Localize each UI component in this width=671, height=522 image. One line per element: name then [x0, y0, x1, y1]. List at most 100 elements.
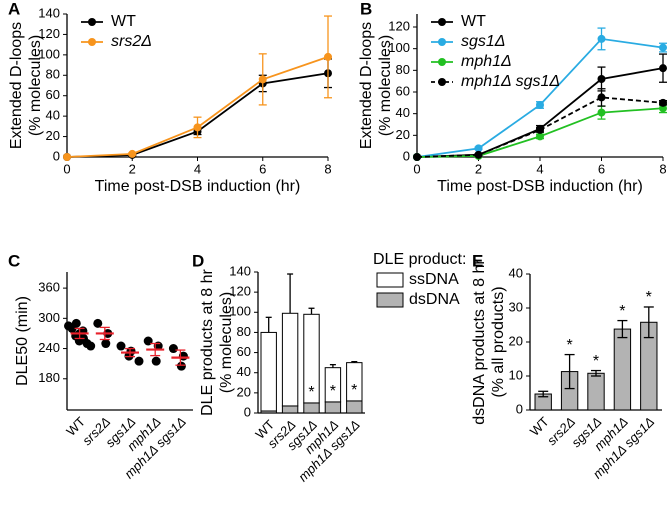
significance-star: * [593, 353, 599, 370]
y-tick-label: 0 [53, 148, 60, 163]
x-tick-label: 8 [324, 161, 331, 176]
y-tick-label: 100 [388, 40, 410, 55]
data-point [63, 153, 71, 161]
series-line [66, 72, 329, 158]
y-tick-label: 20 [237, 384, 251, 399]
legend-label: ssDNA [409, 271, 459, 288]
legend-label: srs2Δ [111, 33, 152, 50]
y-tick-label: 20 [396, 127, 410, 142]
panel-label: B [360, 0, 372, 18]
panel-label: C [8, 251, 20, 270]
panel-label: E [472, 251, 483, 270]
y-tick-label: 80 [46, 67, 60, 82]
data-point [536, 132, 544, 141]
significance-star: * [566, 337, 572, 354]
y-tick-label: 300 [38, 310, 60, 325]
x-tick-label: 0 [63, 161, 70, 176]
y-tick-label: 120 [229, 284, 251, 299]
y-tick-label: 360 [38, 280, 60, 295]
x-tick-label: 4 [194, 161, 201, 176]
y-tick-label: 120 [388, 18, 410, 33]
x-tick-label: 2 [475, 161, 482, 176]
data-point [168, 344, 178, 354]
legend-marker [438, 78, 446, 86]
data-point [474, 144, 483, 153]
significance-star: * [308, 384, 314, 401]
x-tick-label: 8 [659, 161, 666, 176]
x-tick-label: 6 [259, 161, 266, 176]
x-tick-label: 6 [598, 161, 605, 176]
y-tick-label: 0 [403, 148, 410, 163]
y-axis-label: DLE products at 8 hr [199, 268, 216, 415]
legend-label: WT [461, 13, 486, 30]
significance-star: * [646, 289, 652, 306]
legend-label: mph1Δ sgs1Δ [461, 73, 560, 90]
series-line [66, 56, 329, 158]
bar [613, 328, 632, 411]
y-tick-label: 10 [509, 367, 523, 382]
y-axis-label: DLE50 (min) [14, 296, 31, 386]
series-line [416, 96, 664, 158]
y-tick-label: 180 [38, 370, 60, 385]
y-tick-label: 60 [237, 344, 251, 359]
data-point [324, 52, 332, 61]
data-point [151, 356, 161, 366]
data-point [597, 75, 606, 83]
y-tick-label: 40 [509, 265, 523, 280]
y-axis-label: (% molecules) [218, 292, 235, 393]
legend-marker [438, 58, 446, 66]
bar-segment [281, 405, 299, 414]
bar-segment [324, 401, 342, 414]
data-point [101, 339, 111, 349]
y-tick-label: 40 [237, 364, 251, 379]
y-axis-label: Extended D-loops [358, 22, 375, 149]
x-tick-label: 2 [129, 161, 136, 176]
legend-marker [438, 18, 446, 26]
x-tick-label: 0 [413, 161, 420, 176]
panel-label: A [8, 0, 20, 18]
data-point [93, 318, 103, 328]
x-axis-label: Time post-DSB induction (hr) [95, 178, 301, 195]
data-point [597, 93, 606, 102]
data-point [67, 323, 77, 333]
significance-star: * [619, 303, 625, 320]
y-tick-label: 60 [46, 87, 60, 102]
y-tick-label: 80 [396, 62, 410, 77]
y-tick-label: 40 [46, 108, 60, 123]
y-axis-label: (% molecules) [27, 35, 44, 136]
bar [587, 372, 605, 411]
y-axis-label: Extended D-loops [8, 22, 25, 149]
legend-swatch [376, 292, 404, 308]
data-point [176, 361, 186, 371]
data-point [258, 75, 267, 84]
y-tick-label: 30 [509, 299, 523, 314]
y-tick-label: 0 [244, 404, 251, 419]
y-tick-label: 140 [229, 263, 251, 278]
data-point [597, 34, 606, 43]
bar-segment [303, 402, 320, 414]
y-tick-label: 140 [38, 5, 60, 20]
y-tick-label: 60 [396, 83, 410, 98]
significance-star: * [330, 383, 336, 400]
data-point [86, 341, 96, 351]
data-point [536, 125, 544, 134]
y-tick-label: 80 [237, 324, 251, 339]
data-point [659, 64, 667, 73]
legend-label: WT [111, 13, 136, 30]
y-tick-label: 100 [229, 304, 251, 319]
legend-marker [88, 38, 96, 46]
data-point [413, 153, 421, 161]
y-axis-label: dsDNA products at 8 hr [471, 259, 488, 425]
y-tick-label: 0 [516, 401, 523, 416]
y-axis-label: (% all products) [490, 286, 507, 397]
data-point [134, 356, 144, 366]
y-tick-label: 240 [38, 340, 60, 355]
x-axis-label: Time post-DSB induction (hr) [437, 178, 643, 195]
x-tick-label: 4 [536, 161, 543, 176]
y-tick-label: 40 [396, 105, 410, 120]
legend-title: DLE product: [373, 251, 466, 268]
panel-label: D [192, 251, 204, 270]
legend-swatch [376, 272, 404, 288]
legend-label: dsDNA [409, 291, 460, 308]
